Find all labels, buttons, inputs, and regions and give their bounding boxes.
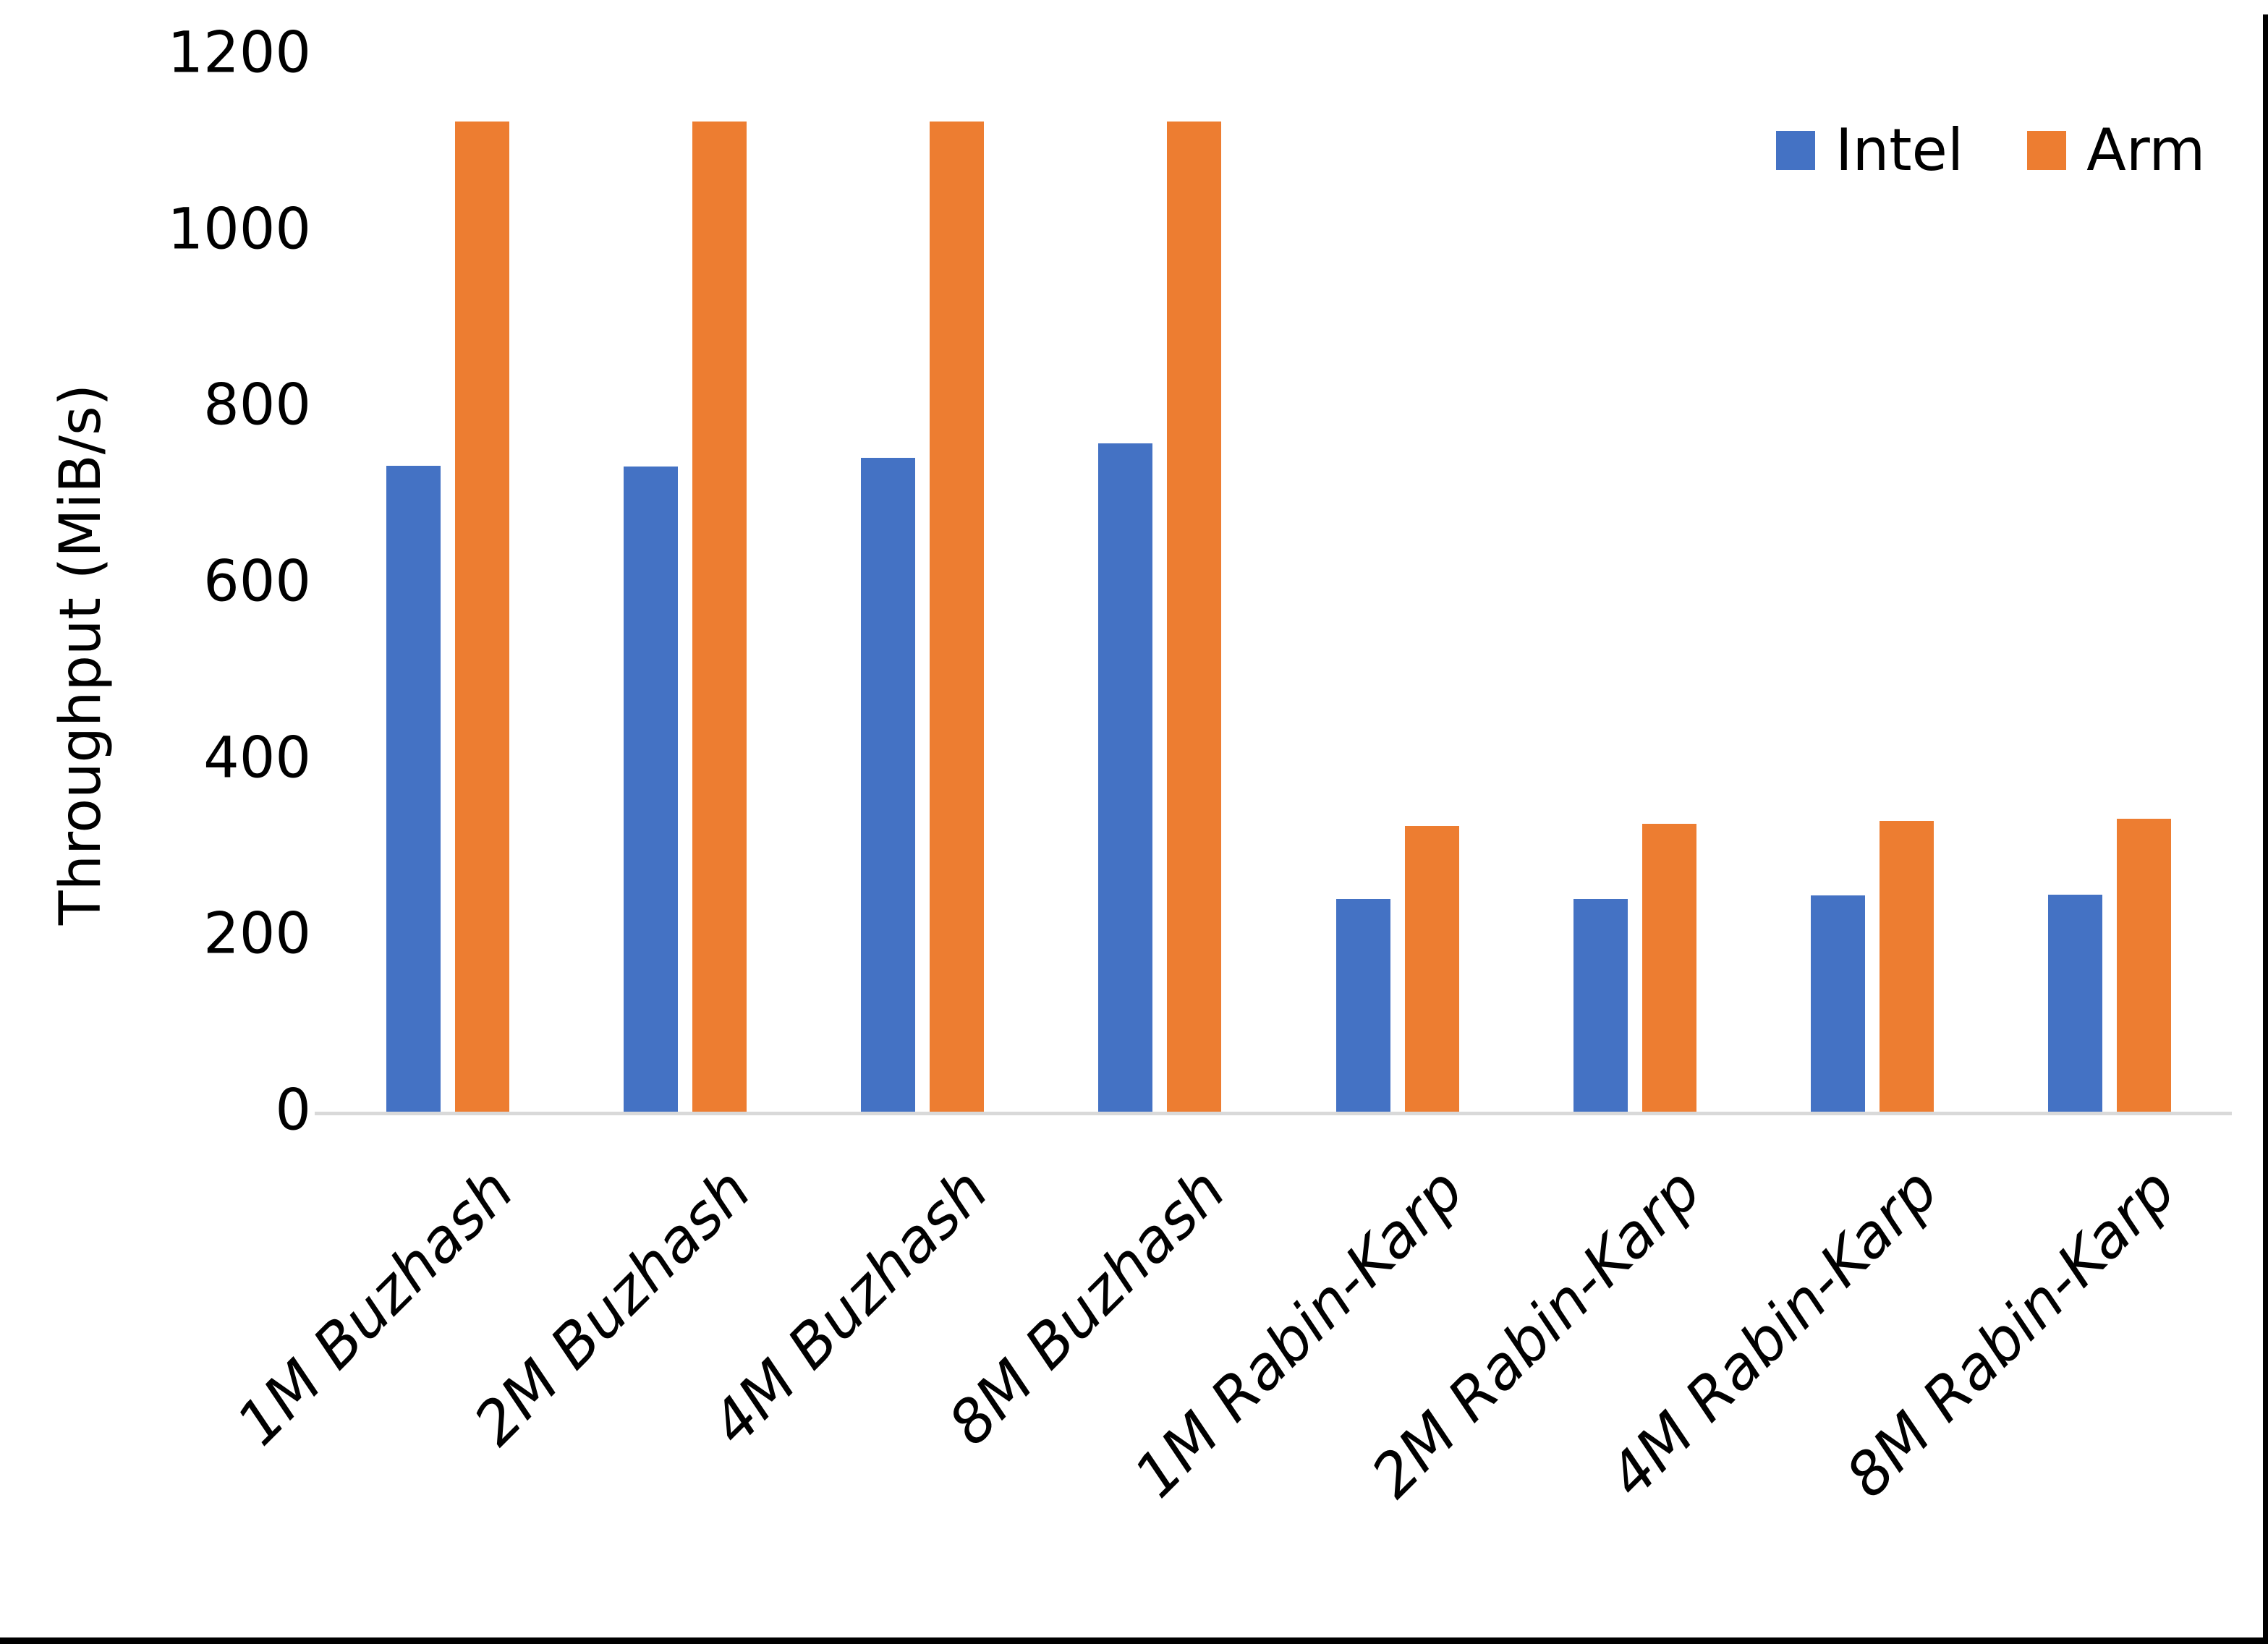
bar-group-2m-rabin-karp <box>1516 56 1754 1113</box>
legend: Intel Arm <box>1776 122 2205 179</box>
bar-group-4m-buzhash <box>804 56 1041 1113</box>
bar-group-2m-buzhash <box>566 56 804 1113</box>
plot-area <box>329 56 2228 1113</box>
y-tick-label-600: 600 <box>203 549 311 615</box>
legend-item-intel: Intel <box>1776 122 1963 179</box>
bar-arm-4m-rabin-karp <box>1879 821 1934 1113</box>
legend-item-arm: Arm <box>2027 122 2205 179</box>
y-tick-label-200: 200 <box>203 901 311 967</box>
bar-intel-2m-rabin-karp <box>1573 899 1628 1113</box>
bar-arm-8m-rabin-karp <box>2116 819 2171 1113</box>
bar-group-8m-rabin-karp <box>1991 56 2228 1113</box>
bar-intel-1m-rabin-karp <box>1335 899 1390 1113</box>
y-tick-label-1200: 1200 <box>167 20 311 86</box>
x-axis-line <box>315 1112 2232 1115</box>
intel-series-swatch <box>1776 131 1815 170</box>
legend-label-arm: Arm <box>2086 116 2206 184</box>
bar-group-4m-rabin-karp <box>1754 56 1991 1113</box>
bar-intel-2m-buzhash <box>624 467 679 1113</box>
y-tick-label-1000: 1000 <box>167 197 311 263</box>
bar-arm-1m-rabin-karp <box>1404 826 1459 1113</box>
bar-group-1m-buzhash <box>329 56 566 1113</box>
bar-intel-1m-buzhash <box>386 466 441 1113</box>
bar-intel-8m-rabin-karp <box>2047 895 2102 1113</box>
y-tick-label-800: 800 <box>203 372 311 438</box>
bar-group-1m-rabin-karp <box>1279 56 1516 1113</box>
y-axis-title: Throughput (MiB/s) <box>48 383 114 926</box>
window-frame-bottom-edge <box>0 1637 2268 1644</box>
y-tick-label-400: 400 <box>203 725 311 791</box>
bar-arm-2m-rabin-karp <box>1641 824 1696 1113</box>
window-frame-right-edge <box>2263 14 2268 1644</box>
bar-arm-8m-buzhash <box>1167 122 1222 1113</box>
y-tick-label-0: 0 <box>275 1078 311 1143</box>
bar-arm-2m-buzhash <box>692 122 747 1113</box>
legend-label-intel: Intel <box>1835 116 1964 184</box>
arm-series-swatch <box>2027 131 2067 170</box>
bar-group-8m-buzhash <box>1041 56 1278 1113</box>
bar-intel-4m-rabin-karp <box>1810 895 1865 1113</box>
bar-intel-4m-buzhash <box>861 458 916 1113</box>
bar-intel-8m-buzhash <box>1098 443 1153 1113</box>
bar-arm-4m-buzhash <box>930 122 985 1113</box>
bar-arm-1m-buzhash <box>455 122 510 1113</box>
